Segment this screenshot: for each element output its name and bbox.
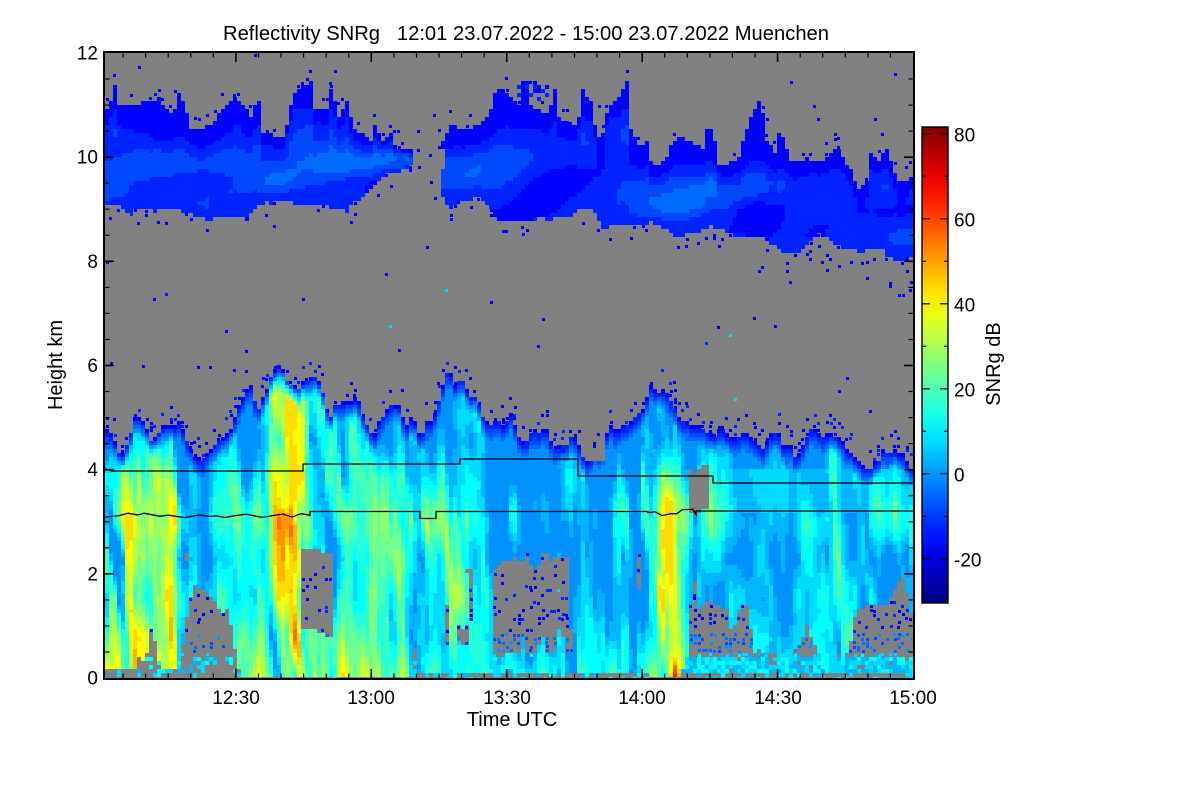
svg-text:4: 4 — [87, 460, 98, 481]
svg-text:6: 6 — [87, 356, 98, 377]
svg-text:80: 80 — [954, 125, 975, 146]
svg-text:0: 0 — [87, 669, 98, 690]
svg-text:12: 12 — [77, 44, 98, 65]
svg-text:SNRg dB: SNRg dB — [983, 322, 1005, 405]
svg-text:10: 10 — [77, 148, 98, 169]
svg-text:14:30: 14:30 — [754, 688, 802, 709]
svg-text:14:00: 14:00 — [618, 688, 666, 709]
svg-text:15:00: 15:00 — [889, 688, 937, 709]
svg-text:Height km: Height km — [45, 320, 67, 410]
svg-text:0: 0 — [954, 465, 965, 486]
svg-text:Time UTC: Time UTC — [467, 709, 557, 731]
svg-text:Reflectivity SNRg 12:01 23.0: Reflectivity SNRg 12:01 23.07.2022 - 15:… — [223, 23, 829, 45]
svg-text:12:30: 12:30 — [212, 688, 260, 709]
svg-text:20: 20 — [954, 380, 975, 401]
svg-text:60: 60 — [954, 210, 975, 231]
svg-text:40: 40 — [954, 295, 975, 316]
svg-text:13:30: 13:30 — [483, 688, 531, 709]
svg-text:13:00: 13:00 — [347, 688, 395, 709]
svg-text:2: 2 — [87, 564, 98, 585]
svg-text:-20: -20 — [954, 550, 981, 571]
svg-text:8: 8 — [87, 252, 98, 273]
